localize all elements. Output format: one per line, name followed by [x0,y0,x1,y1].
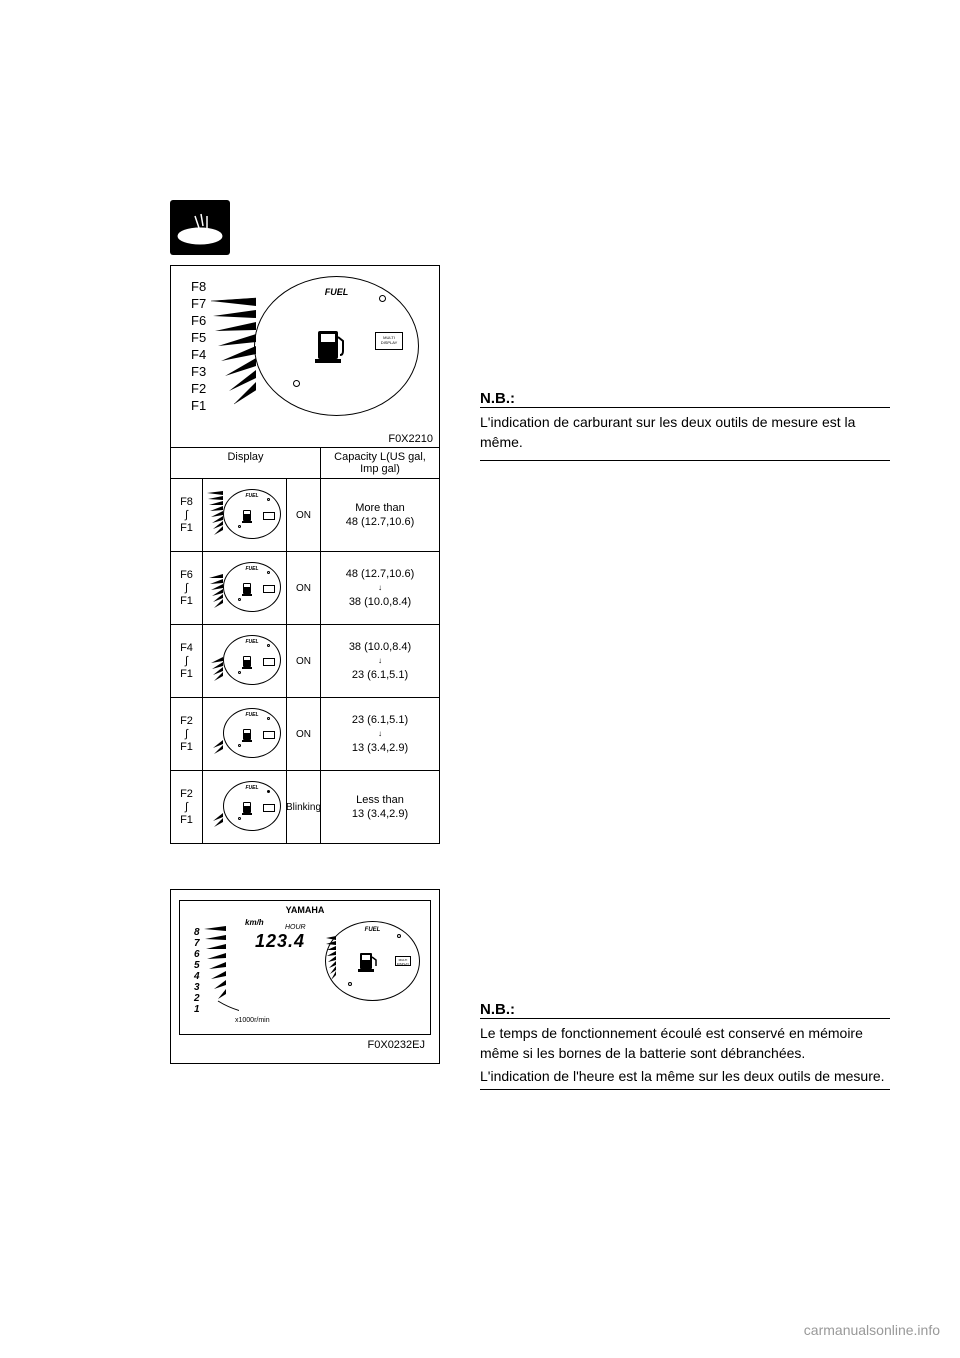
speedo-value: 123.4 [255,931,305,952]
row-status: Blinking [287,771,321,843]
f-label: F4 [191,346,206,363]
row-f-range: F4 ∫ F1 [171,625,203,697]
fuel-pump-icon [315,325,350,365]
row-gauge: FUEL [203,698,287,770]
table-row: F2 ∫ F1 FUEL [171,770,439,843]
f-label: F1 [191,397,206,414]
row-capacity: More than 48 (12.7,10.6) [321,479,439,551]
row-status: ON [287,698,321,770]
fuel-pump-icon [358,950,378,974]
table-row: F2 ∫ F1 FUEL [171,697,439,770]
gauge-f-labels: F8 F7 F6 F5 F4 F3 F2 F1 [191,278,206,414]
multi-display-box: MULTIDISPLAY [375,332,403,350]
note-section-2: N.B.: Le temps de fonctionnement écoulé … [480,1001,890,1090]
jetski-icon [170,200,230,255]
row-f-range: F8 ∫ F1 [171,479,203,551]
row-capacity: 48 (12.7,10.6) ↓ 38 (10.0,8.4) [321,552,439,624]
row-capacity: Less than 13 (3.4,2.9) [321,771,439,843]
fuel-label: FUEL [325,287,349,297]
nb-end-rule [480,1089,890,1090]
table-header: Display Capacity L(US gal, Imp gal) [171,447,439,478]
speedo-numbers: 8 7 6 5 4 3 2 1 [194,927,200,1015]
nb-end-rule [480,460,890,461]
row-capacity: 38 (10.0,8.4) ↓ 23 (6.1,5.1) [321,625,439,697]
yamaha-label: YAMAHA [180,901,430,915]
rpm-label: x1000r/min [235,1017,270,1024]
note-section-1: N.B.: L'indication de carburant sur les … [480,390,890,461]
diagram-code: F0X0232EJ [179,1037,431,1053]
row-f-range: F6 ∫ F1 [171,552,203,624]
speedo-wedges [204,926,239,1016]
diagram-code: F0X2210 [171,431,439,447]
row-status: ON [287,552,321,624]
row-f-range: F2 ∫ F1 [171,698,203,770]
row-gauge: FUEL [203,625,287,697]
f-label: F3 [191,363,206,380]
header-display: Display [171,448,321,478]
row-status: ON [287,479,321,551]
kmh-label: km/h [245,918,264,927]
hour-label: HOUR [285,924,306,931]
table-row: F8 ∫ F1 [171,478,439,551]
row-gauge: FUEL [203,771,287,843]
f-label: F7 [191,295,206,312]
bullet-item: L'indication de l'heure est la même sur … [480,1066,890,1086]
speedo-inner: YAMAHA 8 7 6 5 4 3 2 1 [179,900,431,1035]
table-row: F6 ∫ F1 [171,551,439,624]
bullet-item: Le temps de fonctionnement écoulé est co… [480,1023,890,1063]
row-gauge: FUEL [203,552,287,624]
header-capacity: Capacity L(US gal, Imp gal) [321,448,439,478]
fuel-gauge-diagram: F8 F7 F6 F5 F4 F3 F2 F1 [170,265,440,844]
indicator-circle [379,295,386,302]
nb-text: L'indication de carburant sur les deux o… [480,412,890,452]
indicator-circle [293,380,300,387]
table-row: F4 ∫ F1 FUEL [171,624,439,697]
row-status: ON [287,625,321,697]
speedo-fuel-gauge: FUEL MULTIDISPLAY [325,921,420,1001]
nb-header: N.B.: [480,1001,890,1019]
watermark: carmanualsonline.info [804,1322,940,1338]
f-label: F6 [191,312,206,329]
row-capacity: 23 (6.1,5.1) ↓ 13 (3.4,2.9) [321,698,439,770]
row-f-range: F2 ∫ F1 [171,771,203,843]
row-gauge: FUEL [203,479,287,551]
f-label: F8 [191,278,206,295]
f-label: F2 [191,380,206,397]
nb-header: N.B.: [480,390,890,408]
f-label: F5 [191,329,206,346]
bullet-list: Le temps de fonctionnement écoulé est co… [480,1023,890,1086]
gauge-ellipse: FUEL MULTIDISPLAY [254,276,419,416]
speedo-diagram: YAMAHA 8 7 6 5 4 3 2 1 [170,889,440,1064]
gauge-top-view: F8 F7 F6 F5 F4 F3 F2 F1 [171,266,439,431]
